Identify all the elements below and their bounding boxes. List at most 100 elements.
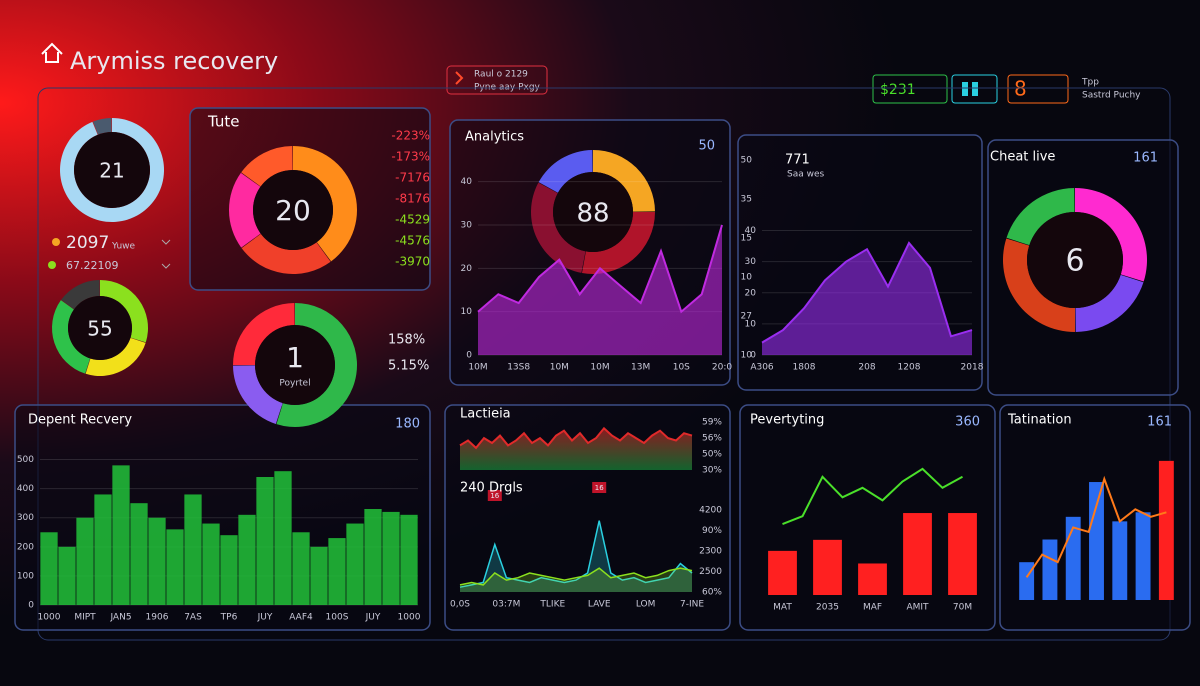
right-label: 56%	[702, 434, 722, 444]
panel-title: 240 Drgls	[460, 481, 523, 496]
tute-item: -8176	[395, 192, 430, 206]
trend-line	[782, 467, 963, 526]
y-tick-label: 30	[461, 221, 473, 231]
bar	[292, 532, 310, 605]
x-tick-label: 1808	[793, 363, 816, 373]
corner-label: 161	[1147, 415, 1172, 430]
y-tick-label: 0	[28, 601, 34, 611]
right-label: 59%	[702, 418, 722, 428]
chevron	[161, 239, 171, 269]
x-tick-label: 10S	[673, 363, 690, 373]
series-line	[459, 567, 693, 586]
y-tick-label: 400	[17, 484, 34, 494]
donut-hole	[255, 325, 335, 405]
counter: $231	[880, 82, 916, 98]
y-tick-label: 100	[17, 571, 34, 581]
bar	[130, 503, 148, 605]
corner-label: 180	[395, 417, 420, 432]
x-tick-label: A306	[750, 363, 774, 373]
flag-box	[592, 482, 607, 493]
x-tick-label: MAF	[863, 603, 882, 613]
donut-segment	[1075, 188, 1148, 282]
area-fill	[762, 243, 972, 355]
bar	[256, 477, 274, 605]
counter-icon	[972, 82, 978, 96]
donut-segment	[593, 150, 655, 212]
counter-box	[872, 74, 948, 104]
bar	[202, 523, 220, 605]
donut-hole	[68, 296, 132, 360]
donut-center: 88	[576, 199, 609, 229]
right-label: 50%	[702, 450, 722, 460]
x-tick-label: LAVE	[588, 600, 611, 610]
bar	[346, 523, 364, 605]
tute-item: -7176	[395, 171, 430, 185]
donut-segment	[85, 337, 146, 377]
panel-title: 771	[785, 153, 810, 168]
bar	[220, 535, 238, 605]
donut-hole	[553, 172, 633, 252]
counter-text: Sastrd Puchy	[1082, 91, 1141, 101]
x-tick-label: 2018	[961, 363, 984, 373]
x-tick-label: 2035	[816, 603, 839, 613]
donut-hole	[253, 170, 333, 250]
donut-segment	[581, 212, 655, 274]
bar	[238, 514, 256, 605]
x-tick-label: 70M	[953, 603, 972, 613]
right-label: 50	[741, 156, 753, 166]
bar	[328, 538, 346, 605]
y-tick-label: 10	[461, 307, 473, 317]
x-tick-label: 7AS	[184, 613, 202, 623]
kpi-dot	[48, 261, 56, 269]
x-tick-label: AAF4	[289, 613, 313, 623]
bar	[1019, 562, 1035, 600]
panel-title: Analytics	[465, 130, 524, 145]
y-tick-label: 40	[461, 177, 473, 187]
y-tick-label: 40	[745, 226, 757, 236]
bar	[148, 517, 166, 605]
tute-item: -4576	[395, 234, 430, 248]
side-label: 158%	[388, 333, 425, 348]
panel-title: Pevertyting	[750, 413, 824, 428]
logo-icon	[41, 42, 63, 63]
bar	[948, 513, 977, 595]
bar	[40, 532, 58, 605]
donut-segment	[1002, 238, 1075, 332]
donut-segment	[276, 303, 358, 427]
x-tick-label: JUY	[365, 613, 381, 623]
notice-line: Raul o 2129	[474, 70, 528, 80]
area-fill	[478, 225, 722, 355]
counter-text: Tpp	[1081, 78, 1099, 88]
donut-segment	[1075, 274, 1144, 332]
bar	[310, 546, 328, 605]
donut-segment	[92, 118, 112, 135]
tute-item: -173%	[391, 150, 430, 164]
right-label: 15	[741, 234, 752, 244]
x-tick-label: 7-INE	[680, 600, 704, 610]
bar	[184, 494, 202, 605]
area-line	[459, 426, 693, 450]
corner-label: 161	[1133, 151, 1158, 166]
x-tick-label: 0,0S	[450, 600, 470, 610]
right-label: 4200	[699, 506, 722, 516]
counter-icon	[962, 82, 968, 96]
x-tick-label: 13S8	[507, 363, 530, 373]
x-tick-label: 1906	[146, 613, 169, 623]
donut-segment	[241, 233, 331, 275]
x-tick-label: LOM	[636, 600, 656, 610]
y-tick-label: 20	[745, 288, 757, 298]
y-tick-label: 300	[17, 513, 34, 523]
right-label: 27	[741, 312, 752, 322]
x-tick-label: TP6	[220, 613, 238, 623]
kpi-value: 67.22109	[66, 259, 119, 272]
donut-center: 20	[275, 194, 311, 227]
x-tick-label: JAN5	[109, 613, 131, 623]
area-line	[477, 224, 723, 314]
right-label: 60%	[702, 588, 722, 598]
bar	[768, 550, 797, 595]
corner-label: 360	[955, 415, 980, 430]
corner-label: 50	[698, 139, 715, 154]
donut-segment	[293, 146, 357, 262]
bar	[1158, 460, 1174, 600]
